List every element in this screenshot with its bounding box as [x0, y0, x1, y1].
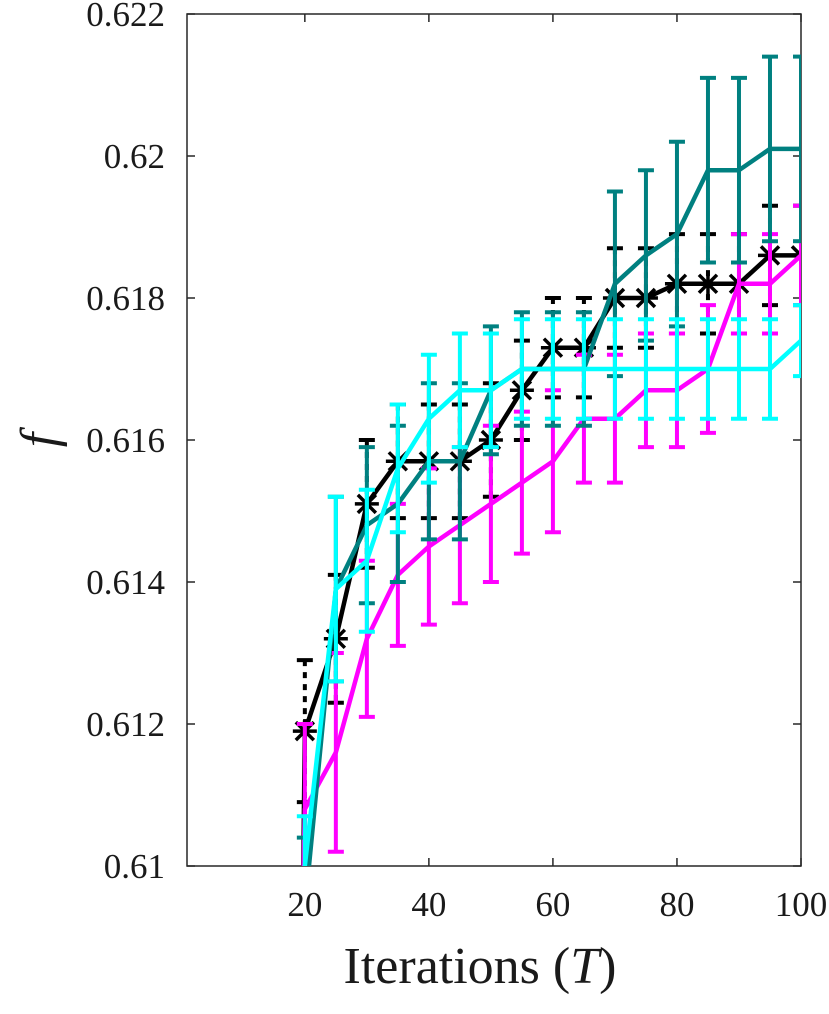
y-axis-label: f — [11, 426, 68, 447]
y-tick-label: 0.61 — [104, 847, 165, 886]
y-tick-label: 0.616 — [86, 421, 165, 460]
series-3 — [296, 303, 801, 866]
x-tick-label: 20 — [287, 885, 322, 924]
y-tick-label: 0.614 — [86, 563, 165, 602]
axis-labels: 0.61 0.612 0.614 0.616 0.618 0.62 0.622 20 40 60 8… — [11, 0, 827, 995]
y-tick-label: 0.612 — [86, 705, 165, 744]
series-layer — [292, 54, 801, 866]
y-tick-label: 0.62 — [104, 137, 165, 176]
y-tick-label: 0.622 — [86, 0, 165, 34]
x-tick-label: 40 — [411, 885, 446, 924]
series-line — [302, 338, 801, 866]
x-tick-label: 100 — [775, 885, 828, 924]
x-tick-label: 60 — [535, 885, 570, 924]
series-line — [301, 253, 801, 866]
x-tick-label: 80 — [659, 885, 694, 924]
y-tick-label: 0.618 — [86, 279, 165, 318]
data-point-marker — [695, 271, 720, 296]
x-axis-label: Iterations (T) — [344, 938, 617, 995]
